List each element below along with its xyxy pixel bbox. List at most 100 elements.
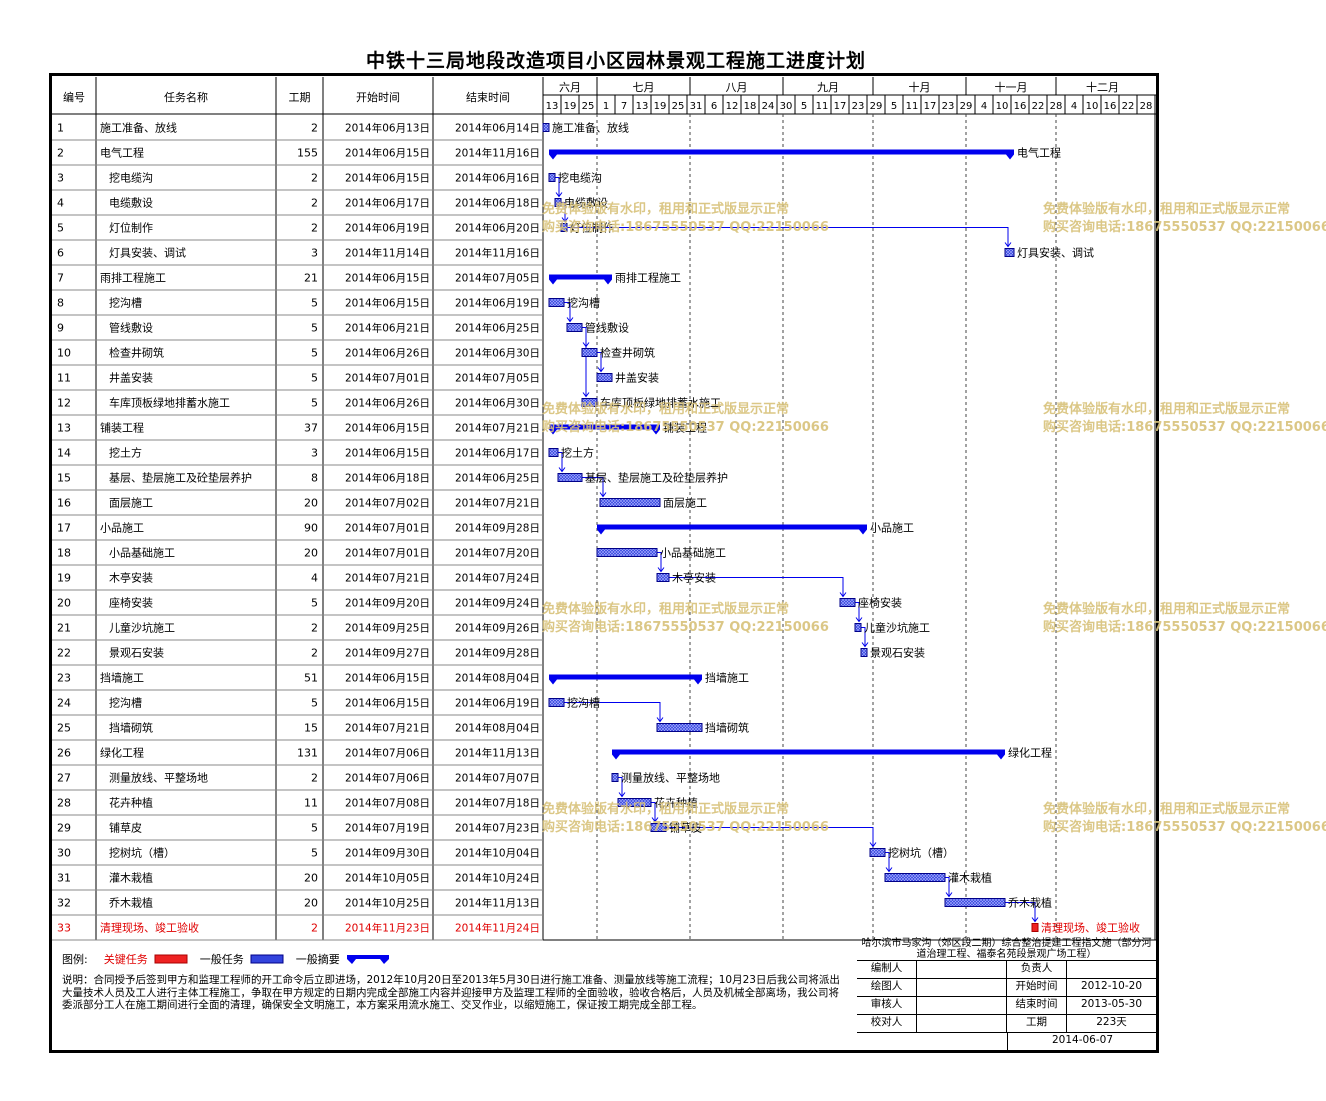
dependency-arrow: [599, 492, 607, 498]
bar-label: 面层施工: [663, 497, 707, 510]
task-start: 2014年06月13日: [345, 122, 430, 135]
week-label: 29: [870, 101, 883, 112]
task-id: 7: [57, 272, 64, 285]
week-label: 22: [1122, 101, 1135, 112]
task-end: 2014年06月18日: [455, 197, 540, 210]
dependency-link: [618, 777, 623, 797]
task-bar: [839, 598, 856, 607]
legend-summary-swatch: [346, 955, 389, 964]
task-end: 2014年07月05日: [455, 372, 540, 385]
dependency-arrow: [1031, 917, 1039, 923]
task-start: 2014年06月15日: [345, 297, 430, 310]
week-label: 13: [546, 101, 559, 112]
legend-normal-swatch: [250, 954, 284, 964]
dependency-link: [945, 877, 950, 897]
task-name: 检查井砌筑: [109, 346, 164, 360]
task-id: 1: [57, 122, 64, 135]
week-label: 12: [726, 101, 739, 112]
bar-label: 绿化工程: [1008, 746, 1052, 760]
task-duration: 2: [311, 647, 318, 660]
task-id: 5: [57, 222, 64, 235]
reviewer-label: 审核人: [857, 996, 917, 1014]
task-start: 2014年06月15日: [345, 697, 430, 710]
month-label: 六月: [559, 81, 581, 94]
task-start: 2014年07月01日: [345, 522, 430, 535]
task-end: 2014年08月04日: [455, 672, 540, 685]
task-duration: 5: [311, 347, 318, 360]
bar-label: 管线敷设: [585, 321, 629, 335]
dependency-link: [666, 827, 874, 847]
task-name: 雨排工程施工: [100, 271, 166, 285]
task-id: 6: [57, 247, 64, 260]
task-name: 施工准备、放线: [100, 121, 177, 135]
week-label: 28: [1140, 101, 1153, 112]
task-id: 8: [57, 297, 64, 310]
task-bar: [554, 198, 562, 207]
task-end: 2014年07月05日: [455, 272, 540, 285]
task-end: 2014年10月24日: [455, 872, 540, 885]
task-name: 小品施工: [100, 522, 144, 535]
task-start: 2014年07月19日: [345, 822, 430, 835]
task-start: 2014年10月05日: [345, 872, 430, 885]
summary-bar: [549, 674, 702, 685]
task-id: 16: [57, 497, 71, 510]
dependency-arrow: [566, 317, 574, 323]
task-name: 电缆敷设: [109, 196, 153, 210]
week-label: 23: [852, 101, 865, 112]
task-start: 2014年06月15日: [345, 147, 430, 160]
task-end: 2014年09月28日: [455, 522, 540, 535]
task-end: 2014年11月13日: [455, 747, 540, 760]
end-label: 结束时间: [1007, 996, 1067, 1014]
bar-label: 景观石安装: [870, 646, 925, 660]
task-bar: [596, 548, 658, 557]
period-label: 工期: [1007, 1014, 1067, 1032]
end-value: 2013-05-30: [1080, 998, 1143, 1010]
dependency-link: [582, 477, 604, 497]
task-bar: [617, 798, 652, 807]
dependency-arrow: [869, 842, 877, 848]
dependency-arrow: [657, 567, 665, 573]
task-start: 2014年07月21日: [345, 572, 430, 585]
dependency-arrow: [839, 592, 847, 598]
task-end: 2014年06月17日: [455, 447, 540, 460]
legend-label: 图例:: [62, 953, 88, 966]
bar-label: 座椅安装: [858, 596, 902, 610]
bar-label: 灯位制作: [570, 221, 614, 235]
task-name: 绿化工程: [100, 746, 144, 760]
task-name: 挖沟槽: [109, 296, 142, 310]
task-id: 29: [57, 822, 71, 835]
task-end: 2014年07月23日: [455, 822, 540, 835]
task-end: 2014年07月21日: [455, 422, 540, 435]
week-label: 10: [1086, 101, 1099, 112]
info-row: 校对人 工期 223天: [857, 1014, 1156, 1033]
task-duration: 2: [311, 122, 318, 135]
task-duration: 20: [304, 547, 318, 560]
task-start: 2014年07月08日: [345, 797, 430, 810]
bar-label: 挡墙施工: [705, 671, 749, 685]
week-label: 17: [834, 101, 847, 112]
task-start: 2014年07月02日: [345, 497, 430, 510]
task-bar: [656, 573, 670, 582]
bar-label: 小品施工: [870, 522, 914, 535]
week-label: 25: [582, 101, 595, 112]
bar-label: 检查井砌筑: [600, 346, 655, 360]
week-label: 7: [621, 101, 627, 112]
task-id: 18: [57, 547, 71, 560]
task-id: 9: [57, 322, 64, 335]
task-name: 挖树坑（槽）: [109, 846, 175, 860]
bar-label: 铺草皮: [669, 822, 702, 835]
summary-bar: [597, 524, 867, 535]
dependency-link: [567, 227, 1009, 247]
task-start: 2014年07月06日: [345, 747, 430, 760]
task-start: 2014年09月20日: [345, 597, 430, 610]
bar-label: 儿童沙坑施工: [864, 621, 930, 635]
legend-critical-swatch: [154, 954, 188, 964]
task-id: 11: [57, 372, 71, 385]
editor-label: 编制人: [857, 960, 917, 978]
bar-label: 井盖安装: [615, 371, 659, 385]
description-note: 说明：合同授予后签到甲方和监理工程师的开工命令后立即进场，2012年10月20日…: [62, 974, 840, 1012]
task-duration: 131: [297, 747, 318, 760]
task-start: 2014年07月01日: [345, 372, 430, 385]
header-duration: 工期: [289, 91, 311, 104]
